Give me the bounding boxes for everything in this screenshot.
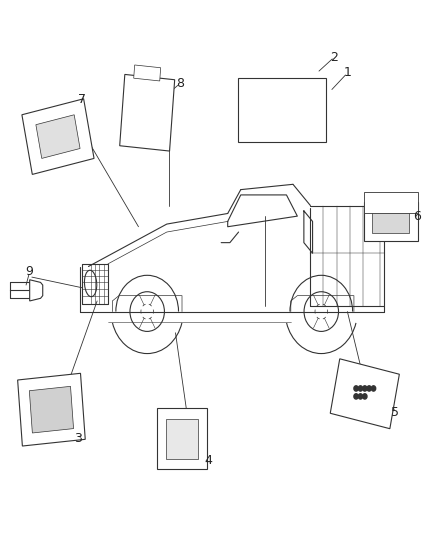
- Circle shape: [363, 394, 367, 399]
- Circle shape: [367, 386, 371, 391]
- Circle shape: [358, 386, 363, 391]
- Text: 2: 2: [330, 51, 338, 63]
- Circle shape: [358, 394, 363, 399]
- Text: 5: 5: [391, 406, 399, 419]
- Polygon shape: [364, 201, 418, 241]
- Polygon shape: [330, 359, 399, 429]
- Polygon shape: [29, 386, 74, 433]
- FancyBboxPatch shape: [238, 78, 326, 142]
- Polygon shape: [30, 280, 43, 301]
- Polygon shape: [22, 99, 94, 174]
- Circle shape: [363, 386, 367, 391]
- Text: 8: 8: [176, 77, 184, 90]
- Circle shape: [354, 394, 358, 399]
- Circle shape: [371, 386, 376, 391]
- Polygon shape: [364, 192, 418, 214]
- Text: 4: 4: [204, 454, 212, 466]
- Polygon shape: [36, 115, 80, 158]
- Polygon shape: [166, 419, 198, 459]
- Polygon shape: [372, 209, 410, 233]
- Polygon shape: [157, 408, 207, 470]
- Text: 1: 1: [343, 67, 351, 79]
- Circle shape: [354, 386, 358, 391]
- Polygon shape: [120, 75, 175, 151]
- Polygon shape: [134, 65, 161, 81]
- Text: 7: 7: [78, 93, 86, 106]
- Text: 6: 6: [413, 209, 421, 223]
- Text: 9: 9: [26, 265, 34, 278]
- Text: 3: 3: [74, 432, 81, 446]
- Polygon shape: [18, 373, 85, 446]
